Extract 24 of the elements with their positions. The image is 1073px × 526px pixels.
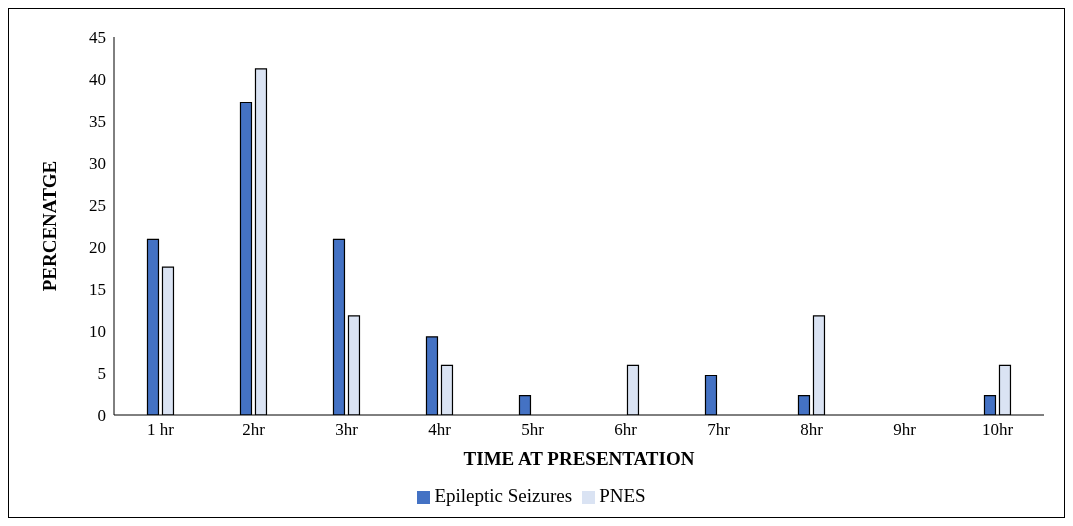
y-tick-label: 45: [89, 28, 106, 48]
x-tick-label: 10hr: [981, 420, 1014, 440]
y-tick-label: 15: [89, 280, 106, 300]
x-axis-title: TIME AT PRESENTATION: [463, 448, 695, 469]
x-tick-label: 9hr: [893, 420, 917, 440]
y-tick-label: 20: [89, 238, 106, 258]
legend-label: Epileptic Seizures: [434, 485, 573, 506]
legend-label: PNES: [599, 485, 646, 506]
y-tick-label: 5: [97, 364, 106, 384]
x-tick-label: 1 hr: [147, 420, 175, 440]
y-tick-label: 40: [89, 70, 106, 90]
y-tick-label: 25: [89, 196, 106, 216]
x-tick-label: 6hr: [614, 420, 638, 440]
x-tick-label: 3hr: [335, 420, 359, 440]
x-tick-label: 5hr: [521, 420, 545, 440]
x-tick-label: 4hr: [428, 420, 452, 440]
y-tick-label: 0: [97, 406, 106, 426]
x-tick-label: 8hr: [800, 420, 824, 440]
y-axis-title: PERCENATGE: [38, 160, 60, 292]
x-tick-label: 7hr: [707, 420, 731, 440]
y-tick-label: 10: [89, 322, 106, 342]
x-tick-label: 2hr: [242, 420, 266, 440]
y-tick-label: 35: [89, 112, 106, 132]
y-tick-label: 30: [89, 154, 106, 174]
